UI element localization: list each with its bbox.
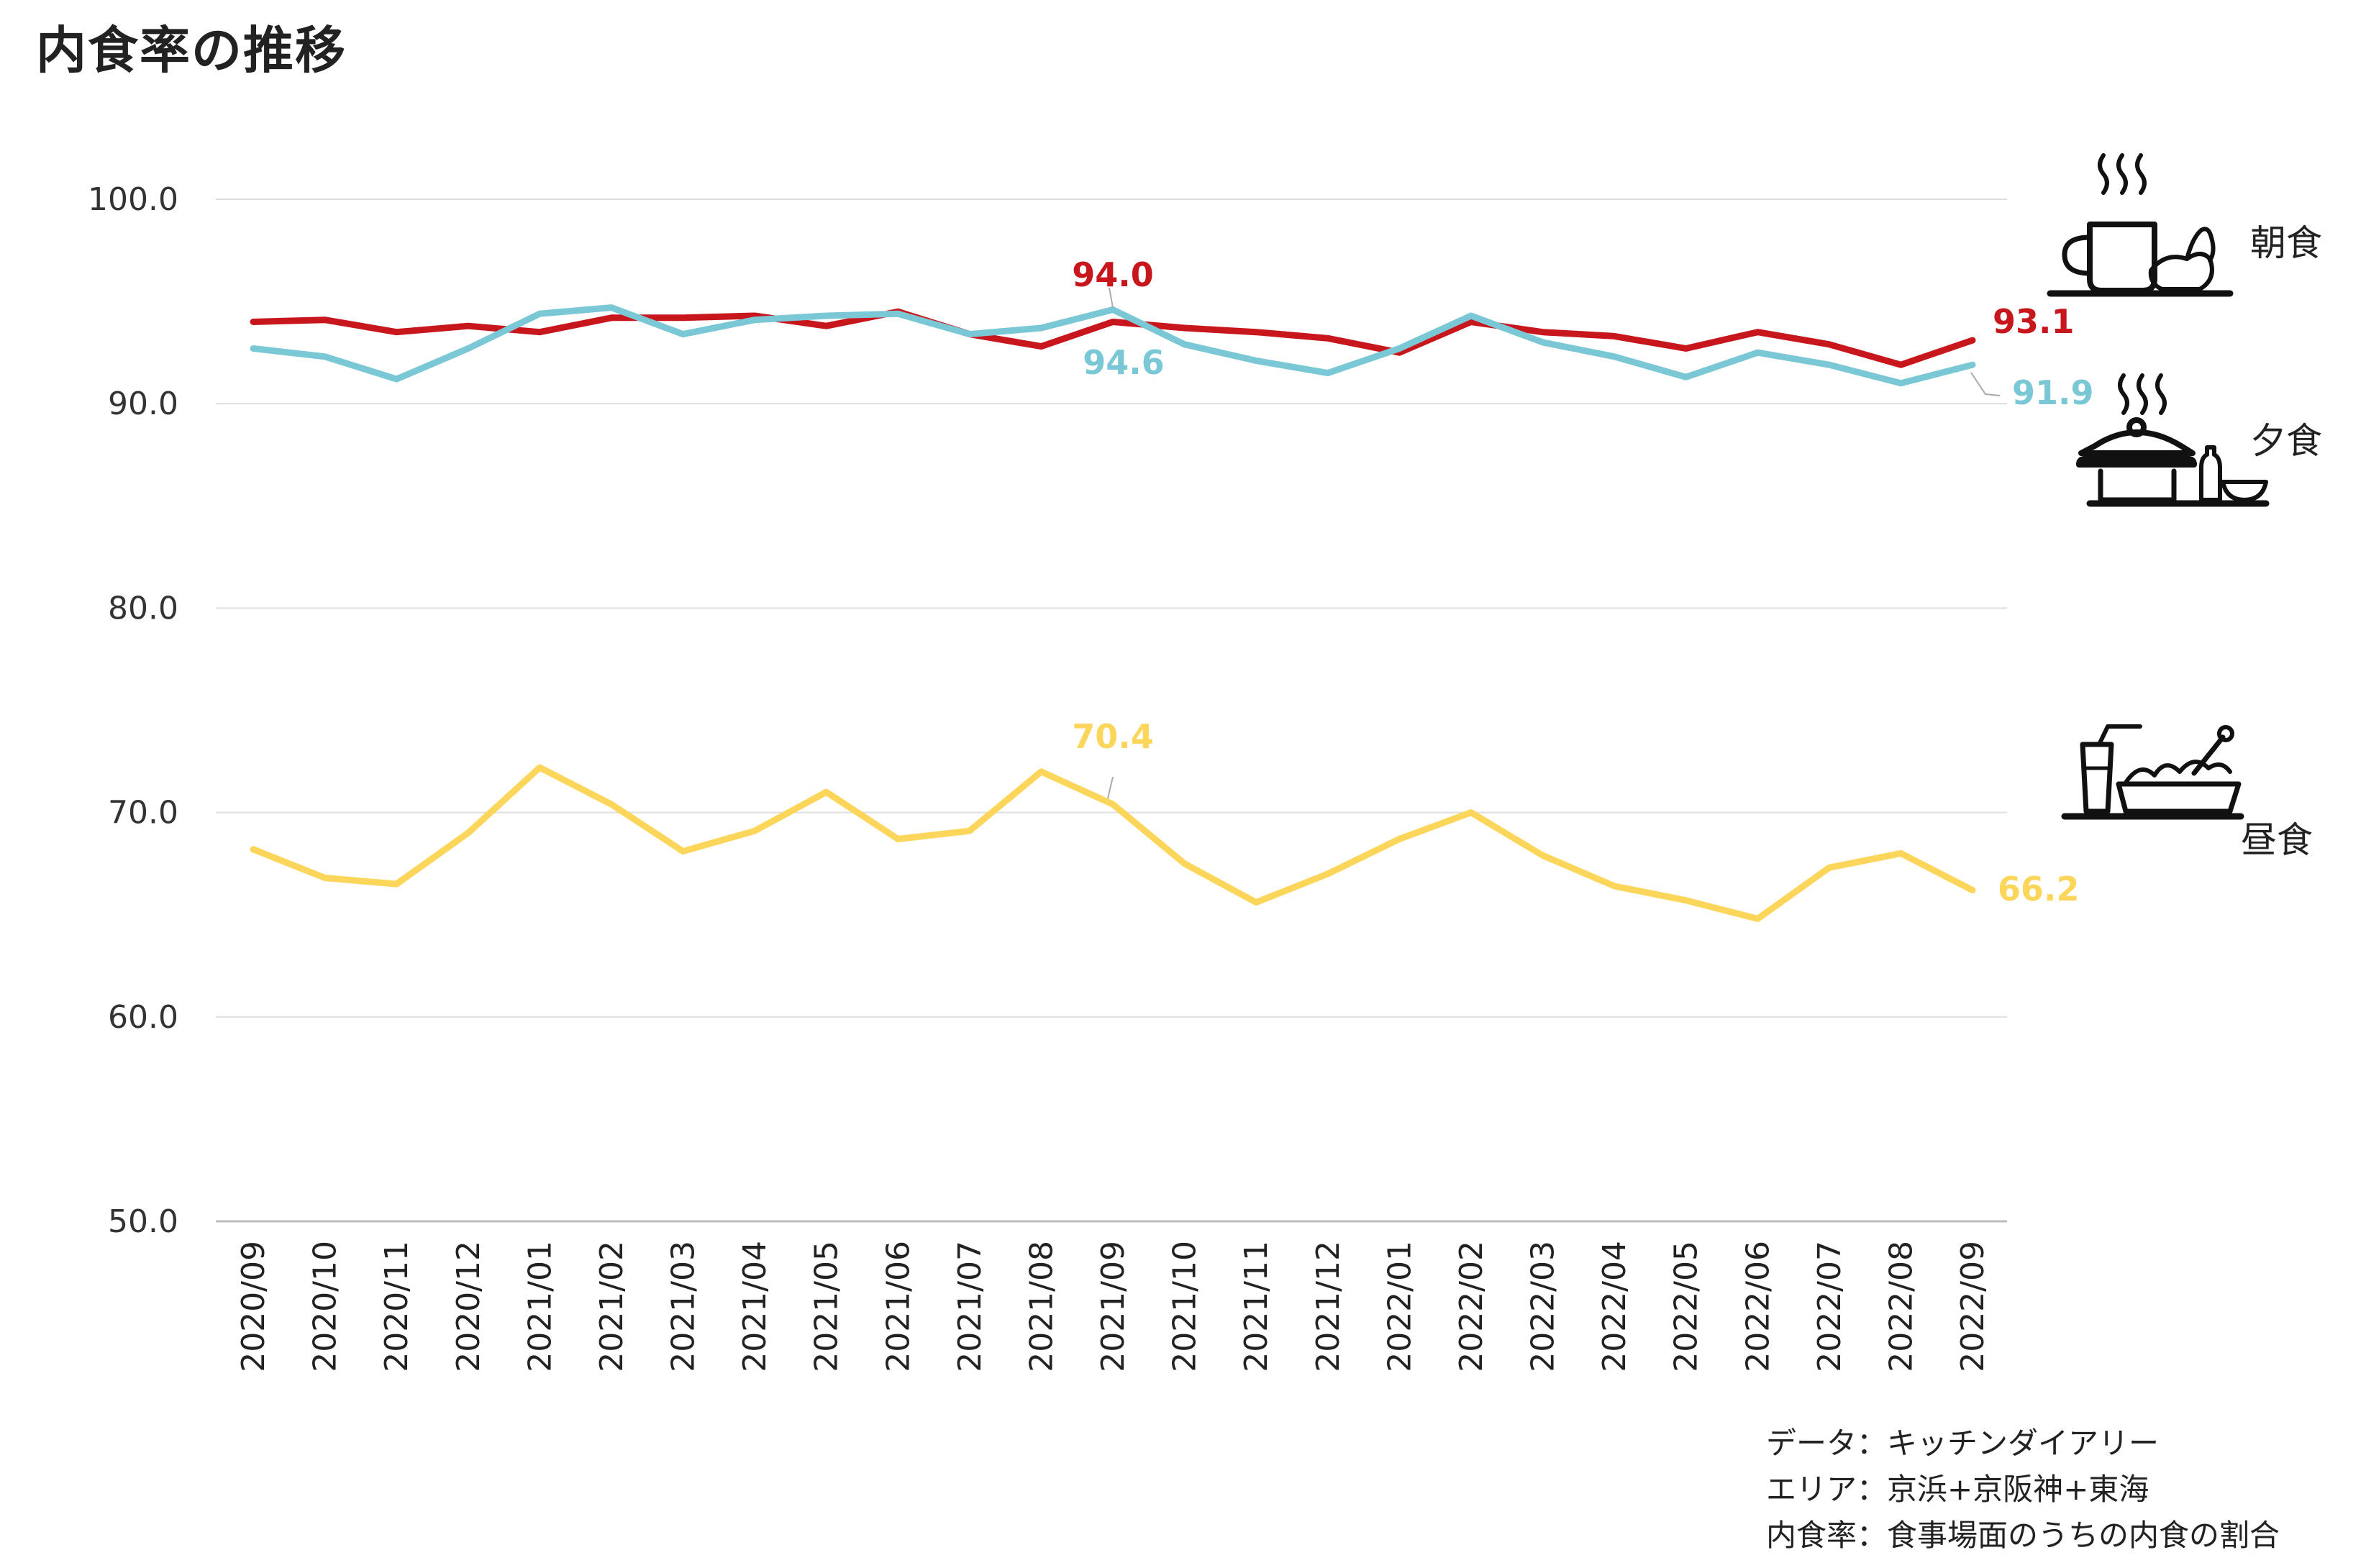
series-line — [250, 764, 1976, 922]
x-tick-label: 2020/09 — [235, 1241, 272, 1372]
x-tick-label: 2022/04 — [1596, 1241, 1633, 1372]
legend-series-name: 朝食 — [2250, 222, 2322, 264]
data-label: 94.6 — [1083, 343, 1165, 382]
x-tick-label: 2021/07 — [952, 1241, 988, 1372]
x-tick-label: 2021/04 — [737, 1241, 773, 1372]
data-label: 66.2 — [1998, 870, 2080, 908]
y-tick-label: 80.0 — [108, 590, 178, 626]
x-tick-label: 2022/06 — [1739, 1241, 1776, 1372]
data-label: 93.1 — [1993, 302, 2075, 341]
note-definition: 内食率：食事場面のうちの内食の割合 — [1766, 1518, 2280, 1553]
label-leader — [1109, 287, 1114, 309]
x-tick-label: 2022/03 — [1525, 1241, 1562, 1372]
source-notes: データ：キッチンダイアリー エリア：京浜+京阪神+東海 内食率：食事場面のうちの… — [1766, 1421, 2280, 1559]
series-line — [250, 308, 1976, 368]
x-tick-label: 2020/10 — [307, 1241, 344, 1372]
x-tick-label: 2020/11 — [378, 1241, 415, 1372]
breakfast-icon — [2047, 153, 2234, 297]
label-leader — [1107, 776, 1114, 799]
x-tick-label: 2022/05 — [1668, 1241, 1705, 1372]
lunch-icon — [2061, 724, 2244, 820]
y-axis-tick-labels: 100.0 90.0 80.0 70.0 60.0 50.0 — [88, 181, 178, 1240]
y-tick-label: 90.0 — [108, 386, 178, 422]
chart-title: 内食率の推移 — [36, 21, 347, 80]
gridlines — [216, 199, 2007, 1223]
dinner-icon — [2076, 373, 2270, 507]
note-data-source: データ：キッチンダイアリー — [1766, 1426, 2160, 1461]
series-lines — [250, 304, 1976, 922]
x-tick-label: 2022/01 — [1381, 1241, 1418, 1372]
x-tick-label: 2022/02 — [1453, 1241, 1490, 1372]
legend-series-name: 夕食 — [2250, 420, 2322, 462]
y-tick-label: 50.0 — [108, 1203, 178, 1240]
data-label: 91.9 — [2012, 373, 2094, 412]
note-area: エリア：京浜+京阪神+東海 — [1766, 1472, 2149, 1507]
x-tick-label: 2022/08 — [1883, 1241, 1919, 1372]
x-tick-label: 2021/02 — [593, 1241, 630, 1372]
x-tick-label: 2021/03 — [665, 1241, 702, 1372]
data-label: 70.4 — [1072, 717, 1154, 756]
x-tick-label: 2021/05 — [809, 1241, 845, 1372]
x-tick-label: 2021/01 — [522, 1241, 558, 1372]
x-tick-label: 2021/11 — [1238, 1241, 1275, 1372]
x-tick-label: 2021/12 — [1310, 1241, 1347, 1372]
y-tick-label: 100.0 — [88, 181, 178, 218]
series-line — [250, 304, 1976, 387]
x-tick-label: 2022/09 — [1955, 1241, 1991, 1372]
data-labels: 94.0 93.1 94.6 91.9 70.4 66.2 — [1072, 255, 2093, 908]
label-leader — [1970, 372, 2001, 396]
x-tick-label: 2022/07 — [1811, 1241, 1848, 1372]
x-tick-label: 2021/09 — [1095, 1241, 1132, 1372]
x-axis-tick-labels: 2020/09 2020/10 2020/11 2020/12 2021/01 2021/… — [235, 1241, 1991, 1372]
x-tick-label: 2021/08 — [1023, 1241, 1060, 1372]
x-tick-label: 2020/12 — [450, 1241, 487, 1372]
x-tick-label: 2021/10 — [1167, 1241, 1204, 1372]
y-tick-label: 70.0 — [108, 795, 178, 831]
legend-series-name: 昼食 — [2241, 819, 2313, 861]
y-tick-label: 60.0 — [108, 999, 178, 1036]
x-tick-label: 2021/06 — [880, 1241, 916, 1372]
data-label: 94.0 — [1072, 255, 1154, 294]
